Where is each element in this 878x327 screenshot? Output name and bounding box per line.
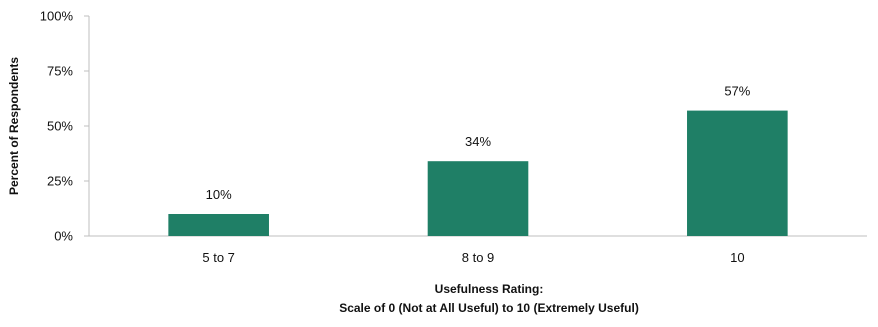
bar: [687, 110, 788, 236]
bar: [168, 214, 269, 236]
x-axis-title-line2: Scale of 0 (Not at All Useful) to 10 (Ex…: [339, 301, 639, 315]
bar-data-label: 57%: [724, 84, 750, 99]
y-axis-title: Percent of Respondents: [7, 57, 21, 195]
y-tick-label: 100%: [40, 9, 74, 24]
x-tick-label: 8 to 9: [462, 250, 495, 265]
y-axis-ticks: 0% 25% 50% 75% 100%: [40, 9, 89, 244]
x-tick-label: 10: [730, 250, 744, 265]
y-tick-label: 50%: [47, 119, 73, 134]
data-labels: 10% 34% 57%: [206, 84, 751, 202]
bar-data-label: 10%: [206, 187, 232, 202]
y-tick-label: 0%: [54, 229, 73, 244]
x-axis-title-line1: Usefulness Rating:: [435, 282, 544, 296]
x-axis-ticks: 5 to 7 8 to 9 10: [202, 250, 744, 265]
bar-data-label: 34%: [465, 134, 491, 149]
x-tick-label: 5 to 7: [202, 250, 235, 265]
bars: [168, 110, 788, 236]
y-tick-label: 75%: [47, 64, 73, 79]
y-tick-label: 25%: [47, 174, 73, 189]
bar: [427, 161, 529, 236]
